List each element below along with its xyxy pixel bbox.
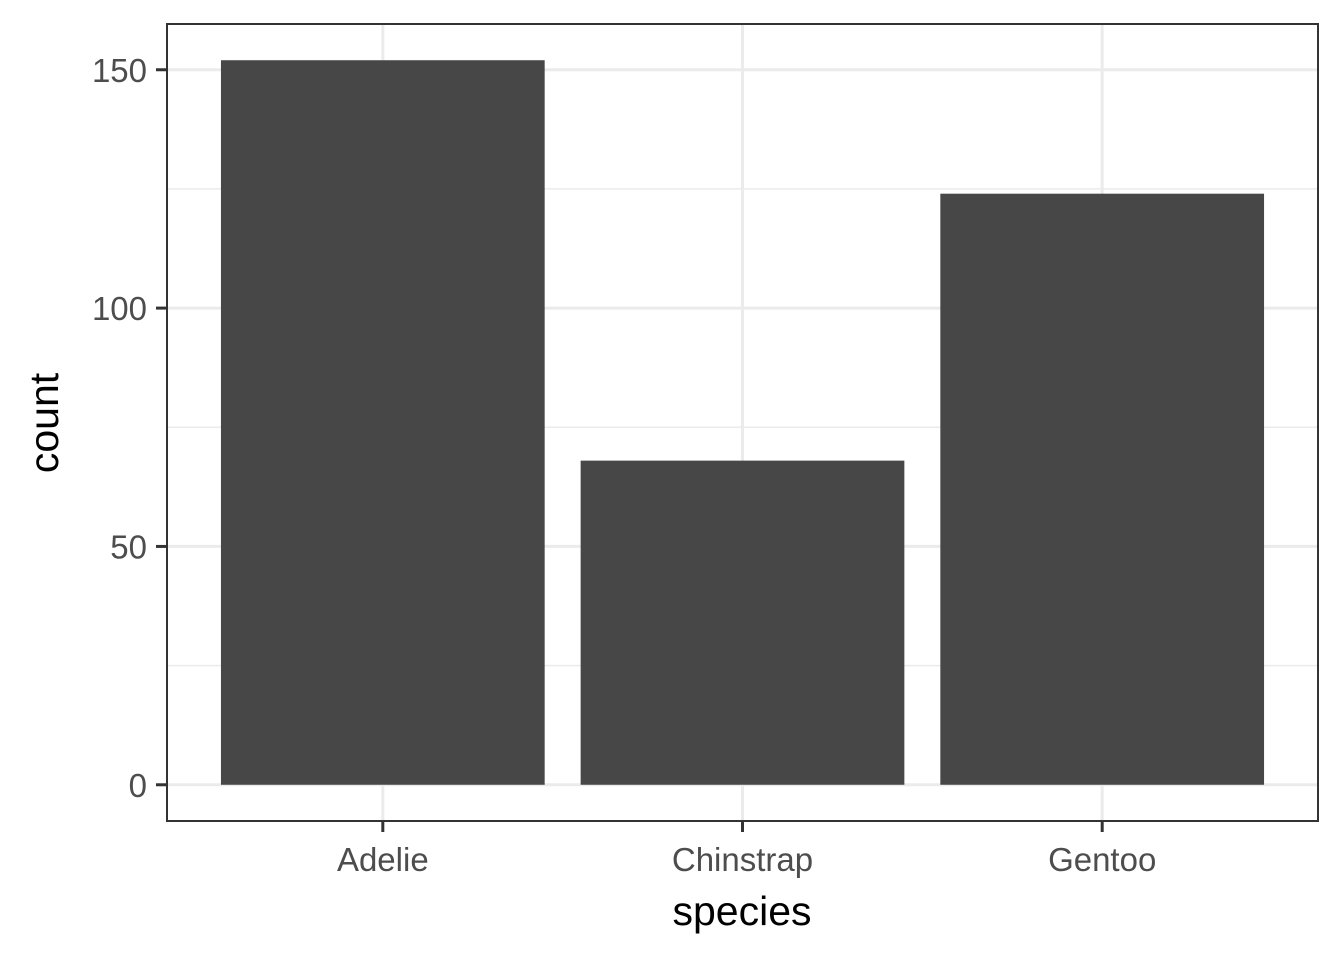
bars — [220, 60, 1265, 785]
y-tick-label: 100 — [92, 290, 147, 327]
bar-adelie — [220, 60, 545, 785]
x-tick-label-chinstrap: Chinstrap — [672, 841, 813, 878]
x-axis-tick-labels: Adelie Chinstrap Gentoo — [337, 841, 1156, 878]
axis-ticks — [156, 68, 1104, 832]
x-tick-label-adelie: Adelie — [337, 841, 429, 878]
bar-gentoo — [940, 193, 1265, 785]
bar-chinstrap — [580, 460, 905, 785]
y-tick-label: 0 — [129, 767, 147, 804]
y-tick-label: 50 — [110, 528, 147, 565]
x-axis-title: species — [672, 888, 811, 934]
y-tick-label: 150 — [92, 52, 147, 89]
x-tick-label-gentoo: Gentoo — [1048, 841, 1156, 878]
y-axis-title: count — [21, 372, 67, 473]
y-axis-tick-labels: 0 50 100 150 — [92, 52, 147, 804]
